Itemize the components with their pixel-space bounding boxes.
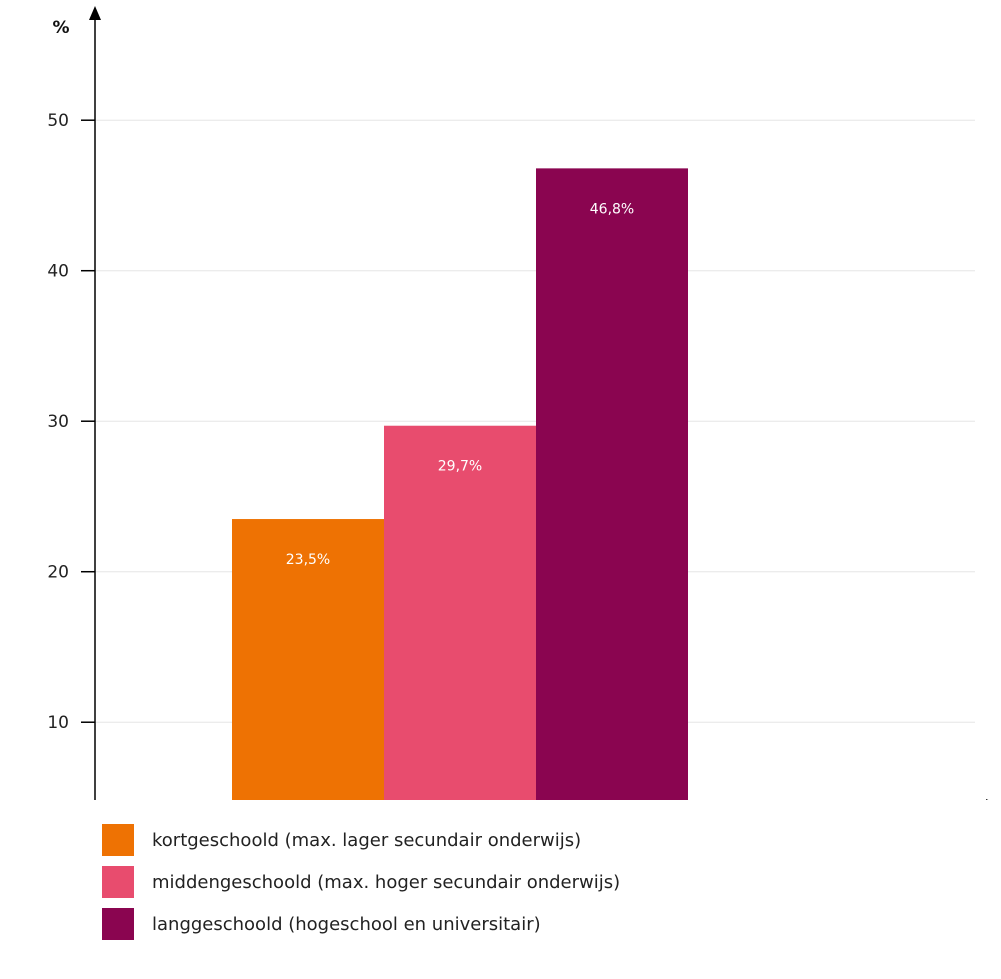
legend: kortgeschoold (max. lager secundair onde… <box>102 824 620 950</box>
y-axis-arrow <box>89 6 101 20</box>
legend-swatch <box>102 824 134 856</box>
data-labels: 23,5% 29,7% 46,8% <box>286 201 634 568</box>
legend-swatch <box>102 866 134 898</box>
bar <box>536 168 688 800</box>
legend-label: langgeschoold (hogeschool en universitai… <box>152 913 541 935</box>
y-axis-unit-label: % <box>52 18 69 38</box>
y-ticks: 10 20 30 40 50 <box>47 111 95 733</box>
legend-item: langgeschoold (hogeschool en universitai… <box>102 908 620 940</box>
legend-label: middengeschoold (max. hoger secundair on… <box>152 871 621 893</box>
legend-swatch <box>102 908 134 940</box>
x-axis-arrow <box>986 799 989 800</box>
data-label: 29,7% <box>438 459 482 475</box>
bar <box>384 425 536 800</box>
legend-label: kortgeschoold (max. lager secundair onde… <box>152 829 582 851</box>
legend-item: kortgeschoold (max. lager secundair onde… <box>102 824 620 856</box>
y-tick-label: 20 <box>47 563 69 583</box>
axes <box>89 6 989 800</box>
y-tick-label: 30 <box>47 412 69 432</box>
bars <box>232 168 688 800</box>
legend-item: middengeschoold (max. hoger secundair on… <box>102 866 620 898</box>
y-tick-label: 50 <box>47 111 69 131</box>
data-label: 23,5% <box>286 552 330 568</box>
y-tick-label: 10 <box>47 713 69 733</box>
bar-chart: 23,5% 29,7% 46,8% 10 20 30 40 50 % <box>47 6 989 800</box>
bar <box>232 519 384 800</box>
data-label: 46,8% <box>590 201 634 217</box>
y-tick-label: 40 <box>47 262 69 282</box>
